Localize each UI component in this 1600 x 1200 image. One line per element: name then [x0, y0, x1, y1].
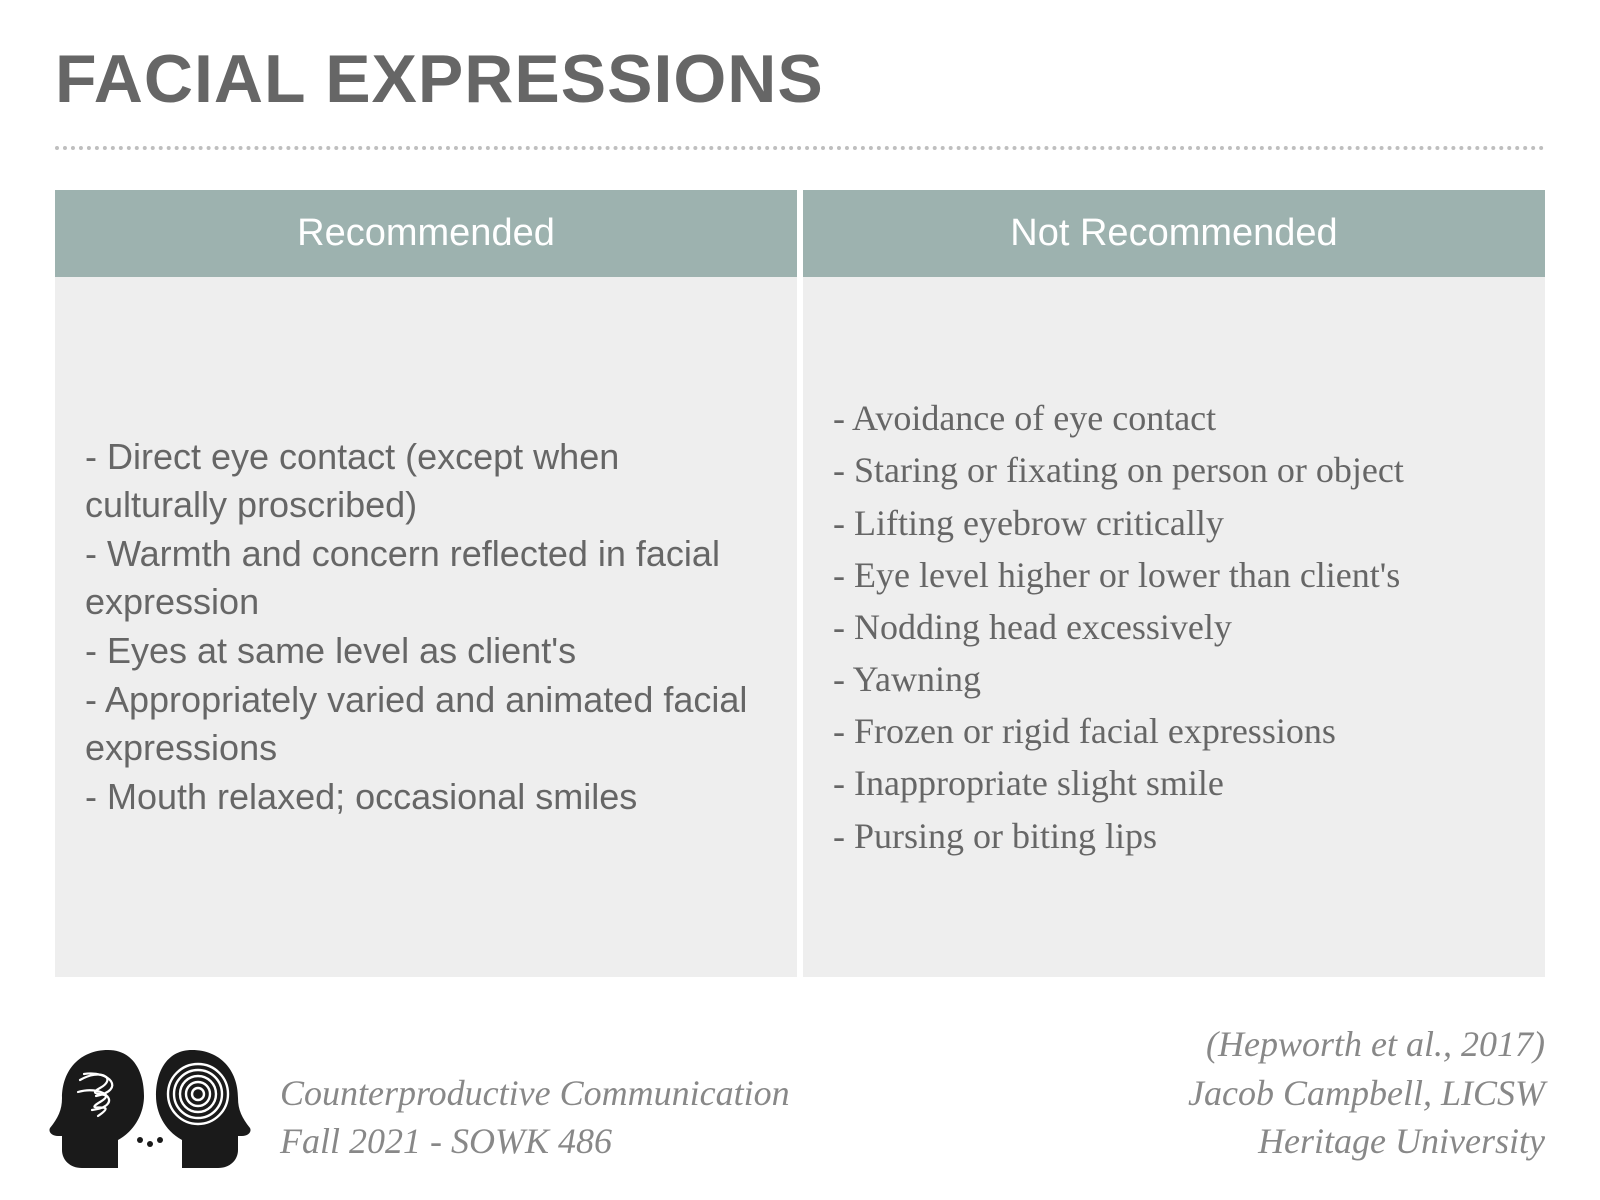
- table-header-row: Recommended Not Recommended: [55, 190, 1545, 277]
- two-heads-icon: [40, 1040, 270, 1170]
- divider-dots: [55, 146, 1545, 154]
- footer-course-title: Counterproductive Communication: [280, 1069, 1188, 1118]
- footer: Counterproductive Communication Fall 202…: [40, 1020, 1545, 1170]
- not-recommended-text: - Avoidance of eye contact - Staring or …: [833, 392, 1515, 862]
- cell-recommended: - Direct eye contact (except when cultur…: [55, 277, 803, 977]
- footer-author: Jacob Campbell, LICSW: [1188, 1069, 1545, 1118]
- column-header-not-recommended: Not Recommended: [803, 190, 1545, 277]
- slide: FACIAL EXPRESSIONS Recommended Not Recom…: [0, 0, 1600, 1200]
- footer-right: (Hepworth et al., 2017) Jacob Campbell, …: [1188, 1020, 1545, 1170]
- footer-left: Counterproductive Communication Fall 202…: [270, 1069, 1188, 1170]
- footer-citation: (Hepworth et al., 2017): [1188, 1020, 1545, 1069]
- page-title: FACIAL EXPRESSIONS: [55, 40, 1545, 118]
- footer-institution: Heritage University: [1188, 1117, 1545, 1166]
- comparison-table: Recommended Not Recommended - Direct eye…: [55, 190, 1545, 977]
- column-header-recommended: Recommended: [55, 190, 803, 277]
- table-body-row: - Direct eye contact (except when cultur…: [55, 277, 1545, 977]
- footer-term: Fall 2021 - SOWK 486: [280, 1117, 1188, 1166]
- cell-not-recommended: - Avoidance of eye contact - Staring or …: [803, 277, 1545, 977]
- recommended-text: - Direct eye contact (except when cultur…: [85, 433, 767, 822]
